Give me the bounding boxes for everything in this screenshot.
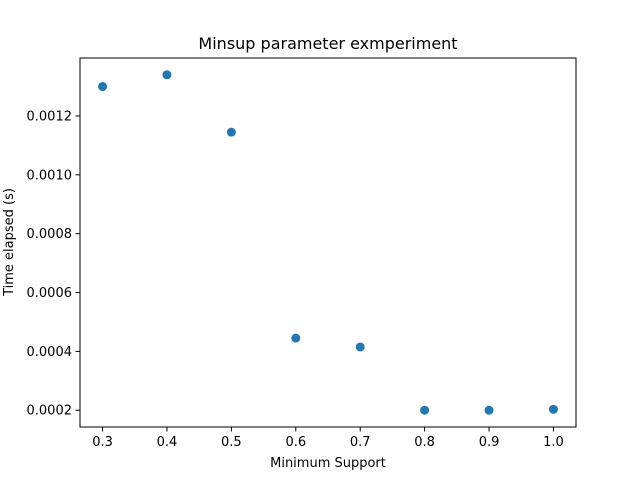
x-tick-label: 0.3	[92, 435, 113, 450]
y-tick-label: 0.0012	[27, 109, 73, 124]
y-axis-label: Time elapsed (s)	[2, 188, 17, 297]
data-point	[98, 82, 108, 92]
data-point	[162, 70, 172, 80]
y-tick-label: 0.0010	[27, 168, 73, 183]
x-tick-label: 0.9	[479, 435, 500, 450]
x-axis-label: Minimum Support	[270, 456, 386, 471]
data-points	[98, 70, 558, 415]
data-point	[548, 404, 558, 414]
data-point	[484, 405, 494, 415]
x-tick-label: 0.5	[221, 435, 242, 450]
y-tick-label: 0.0002	[27, 404, 73, 419]
data-point	[226, 127, 236, 137]
data-point	[291, 333, 301, 343]
chart-title: Minsup parameter exmperiment	[198, 34, 457, 53]
y-tick-label: 0.0008	[27, 227, 73, 242]
y-axis-ticks: 0.0002 0.0004 0.0006 0.0008 0.0010 0.0012	[27, 109, 80, 419]
x-tick-label: 0.4	[157, 435, 178, 450]
y-tick-label: 0.0004	[27, 345, 73, 360]
x-tick-label: 1.0	[543, 435, 564, 450]
x-tick-label: 0.8	[414, 435, 435, 450]
x-tick-label: 0.7	[350, 435, 371, 450]
plot-area-frame	[79, 57, 577, 428]
data-point	[420, 405, 430, 415]
x-tick-label: 0.6	[285, 435, 306, 450]
data-point	[355, 342, 365, 352]
y-tick-label: 0.0006	[27, 286, 73, 301]
x-axis-ticks: 0.3 0.4 0.5 0.6 0.7 0.8 0.9 1.0	[92, 427, 564, 450]
